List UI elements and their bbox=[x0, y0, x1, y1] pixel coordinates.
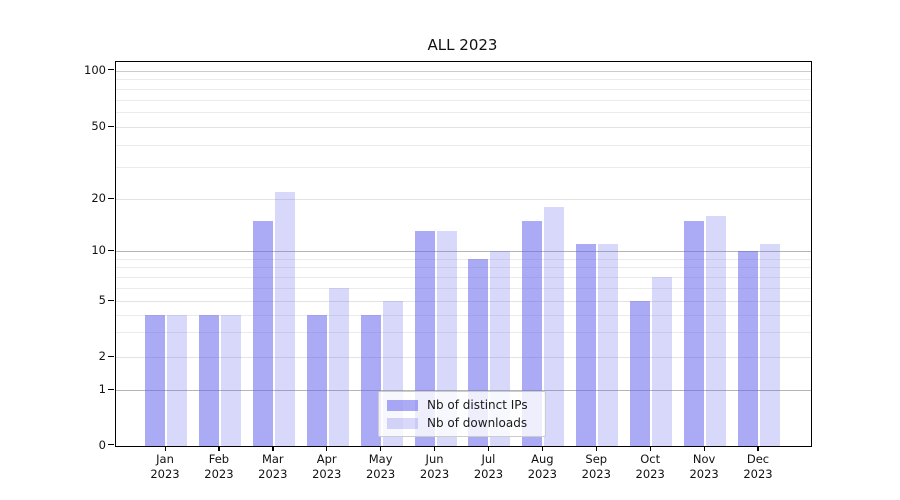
x-tick-apr bbox=[326, 446, 328, 451]
gridline-1 bbox=[116, 390, 811, 391]
gridline-9 bbox=[116, 258, 811, 260]
x-tick-jul bbox=[487, 446, 490, 451]
x-tick-jan bbox=[164, 446, 166, 451]
x-tick-label-oct: Oct 2023 bbox=[635, 452, 665, 481]
bar-mar-downloads bbox=[274, 191, 295, 446]
gridline-70 bbox=[116, 99, 811, 101]
x-tick-label-dec: Dec 2023 bbox=[743, 452, 773, 481]
bar-aug-downloads bbox=[544, 206, 565, 446]
y-tick-label-20: 20 bbox=[91, 191, 106, 205]
bar-aug-distinct-ips bbox=[522, 220, 543, 446]
gridline-40 bbox=[116, 144, 811, 146]
gridline-8 bbox=[116, 267, 811, 269]
bar-nov-downloads bbox=[706, 215, 727, 446]
legend: Nb of distinct IPs Nb of downloads bbox=[378, 391, 546, 437]
gridline-80 bbox=[116, 88, 811, 90]
gridline-90 bbox=[116, 79, 811, 81]
legend-swatch-distinct-ips bbox=[387, 399, 418, 411]
x-tick-label-sep: Sep 2023 bbox=[581, 452, 611, 481]
x-tick-jun bbox=[434, 446, 436, 451]
bar-oct-downloads bbox=[652, 276, 673, 446]
bar-jan-distinct-ips bbox=[145, 314, 165, 446]
gridline-6 bbox=[116, 287, 811, 289]
y-tick-label-1: 1 bbox=[98, 382, 106, 396]
y-tick-0 bbox=[108, 444, 114, 446]
legend-swatch-downloads bbox=[387, 417, 418, 429]
y-tick-label-2: 2 bbox=[98, 349, 106, 363]
x-tick-label-jun: Jun 2023 bbox=[419, 452, 450, 481]
bar-oct-distinct-ips bbox=[630, 301, 651, 446]
gridline-30 bbox=[116, 167, 811, 169]
y-tick-label-10: 10 bbox=[91, 243, 106, 257]
y-tick-20 bbox=[108, 197, 114, 199]
x-tick-mar bbox=[272, 446, 274, 451]
bar-mar-distinct-ips bbox=[252, 220, 273, 446]
x-tick-label-mar: Mar 2023 bbox=[258, 452, 288, 481]
bar-may-distinct-ips bbox=[360, 314, 381, 446]
y-tick-label-50: 50 bbox=[91, 119, 106, 133]
bar-jan-downloads bbox=[167, 314, 187, 446]
gridline-10 bbox=[116, 251, 811, 252]
y-tick-50 bbox=[108, 125, 114, 127]
x-tick-feb bbox=[218, 446, 220, 451]
x-tick-aug bbox=[541, 446, 544, 451]
x-tick-dec bbox=[757, 446, 759, 451]
x-tick-label-may: May 2023 bbox=[365, 452, 396, 481]
legend-label-distinct-ips: Nb of distinct IPs bbox=[427, 398, 528, 412]
gridline-4 bbox=[116, 314, 811, 316]
gridline-50 bbox=[116, 127, 811, 128]
y-tick-5 bbox=[108, 299, 114, 301]
gridline-3 bbox=[116, 332, 811, 334]
y-tick-label-0: 0 bbox=[98, 437, 106, 452]
x-tick-sep bbox=[595, 446, 597, 451]
bar-apr-distinct-ips bbox=[306, 314, 327, 446]
chart-title: ALL 2023 bbox=[427, 36, 498, 54]
x-tick-label-jan: Jan 2023 bbox=[150, 452, 180, 481]
legend-item-distinct-ips: Nb of distinct IPs bbox=[387, 398, 537, 412]
plot-area bbox=[115, 61, 812, 447]
bar-feb-distinct-ips bbox=[198, 314, 219, 446]
x-tick-label-jul: Jul 2023 bbox=[473, 452, 504, 481]
legend-item-downloads: Nb of downloads bbox=[387, 416, 537, 430]
y-tick-1 bbox=[108, 388, 114, 390]
x-tick-label-feb: Feb 2023 bbox=[204, 452, 234, 481]
x-tick-label-apr: Apr 2023 bbox=[312, 452, 342, 481]
bar-sep-distinct-ips bbox=[576, 243, 597, 446]
y-tick-label-100: 100 bbox=[84, 62, 106, 77]
bar-dec-distinct-ips bbox=[737, 251, 758, 446]
bar-dec-downloads bbox=[759, 243, 780, 446]
gridline-60 bbox=[116, 112, 811, 114]
gridline-7 bbox=[116, 276, 811, 278]
gridline-20 bbox=[116, 199, 811, 200]
bar-sep-downloads bbox=[598, 243, 619, 446]
y-tick-100 bbox=[108, 69, 114, 71]
bar-nov-distinct-ips bbox=[684, 220, 705, 446]
legend-label-downloads: Nb of downloads bbox=[427, 416, 528, 430]
y-tick-10 bbox=[108, 249, 114, 251]
x-tick-nov bbox=[703, 446, 705, 451]
gridline-100 bbox=[116, 70, 811, 72]
x-tick-label-aug: Aug 2023 bbox=[527, 452, 557, 481]
gridline-5 bbox=[116, 301, 811, 302]
x-tick-label-nov: Nov 2023 bbox=[689, 452, 719, 481]
y-tick-label-5: 5 bbox=[98, 293, 106, 307]
x-tick-oct bbox=[649, 446, 651, 451]
x-tick-may bbox=[380, 446, 382, 451]
y-tick-2 bbox=[108, 355, 114, 357]
bar-feb-downloads bbox=[220, 314, 241, 446]
gridline-2 bbox=[116, 357, 811, 358]
bar-apr-downloads bbox=[328, 287, 349, 446]
